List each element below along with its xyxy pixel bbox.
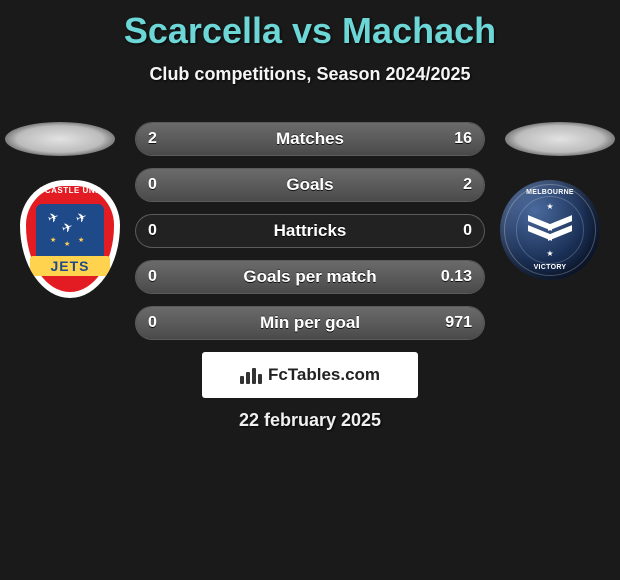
stat-value-right: 2 <box>463 176 472 194</box>
stat-label: Goals <box>286 175 333 195</box>
stat-value-right: 0 <box>463 222 472 240</box>
stat-value-right: 971 <box>445 314 472 332</box>
fctables-badge[interactable]: FcTables.com <box>202 352 418 398</box>
stat-value-left: 0 <box>148 268 157 286</box>
stat-value-right: 0.13 <box>441 268 472 286</box>
stat-label: Hattricks <box>274 221 347 241</box>
team-badge-left: NEWCASTLE UNITED ✈ ✈ ✈ ★ ★ ★ JETS <box>20 180 120 280</box>
mv-top-text: MELBOURNE <box>500 189 600 196</box>
jets-banner-text: JETS <box>50 258 89 274</box>
stat-value-left: 0 <box>148 314 157 332</box>
date-label: 22 february 2025 <box>0 410 620 431</box>
jets-top-text: NEWCASTLE UNITED <box>20 186 120 195</box>
comparison-card: Scarcella vs Machach Club competitions, … <box>0 0 620 85</box>
stat-row-gpm: 0 Goals per match 0.13 <box>135 260 485 294</box>
team-badge-right: MELBOURNE ★ ★ VICTORY <box>500 180 600 280</box>
stat-row-matches: 2 Matches 16 <box>135 122 485 156</box>
barchart-icon <box>240 366 262 384</box>
fctables-label: FcTables.com <box>268 365 380 385</box>
jets-banner: JETS <box>30 256 110 276</box>
stat-label: Goals per match <box>243 267 376 287</box>
page-title: Scarcella vs Machach <box>0 0 620 52</box>
stat-row-mpg: 0 Min per goal 971 <box>135 306 485 340</box>
star-icon: ★ <box>64 240 70 248</box>
left-shadow-ellipse <box>5 122 115 156</box>
stat-row-hattricks: 0 Hattricks 0 <box>135 214 485 248</box>
stat-row-goals: 0 Goals 2 <box>135 168 485 202</box>
stat-value-left: 0 <box>148 176 157 194</box>
chevron-icon <box>528 230 572 244</box>
mv-circle: MELBOURNE ★ ★ VICTORY <box>500 180 600 280</box>
subtitle: Club competitions, Season 2024/2025 <box>0 64 620 85</box>
mv-bottom-text: VICTORY <box>500 264 600 271</box>
stat-value-right: 16 <box>454 130 472 148</box>
star-icon: ★ <box>546 202 553 211</box>
star-icon: ★ <box>546 249 553 258</box>
star-icon: ★ <box>78 236 84 244</box>
stat-label: Min per goal <box>260 313 360 333</box>
stat-label: Matches <box>276 129 344 149</box>
stats-panel: 2 Matches 16 0 Goals 2 0 Hattricks 0 0 G… <box>135 122 485 352</box>
star-icon: ★ <box>50 236 56 244</box>
stat-value-left: 0 <box>148 222 157 240</box>
jets-shield: NEWCASTLE UNITED ✈ ✈ ✈ ★ ★ ★ JETS <box>20 180 120 298</box>
right-shadow-ellipse <box>505 122 615 156</box>
stat-value-left: 2 <box>148 130 157 148</box>
